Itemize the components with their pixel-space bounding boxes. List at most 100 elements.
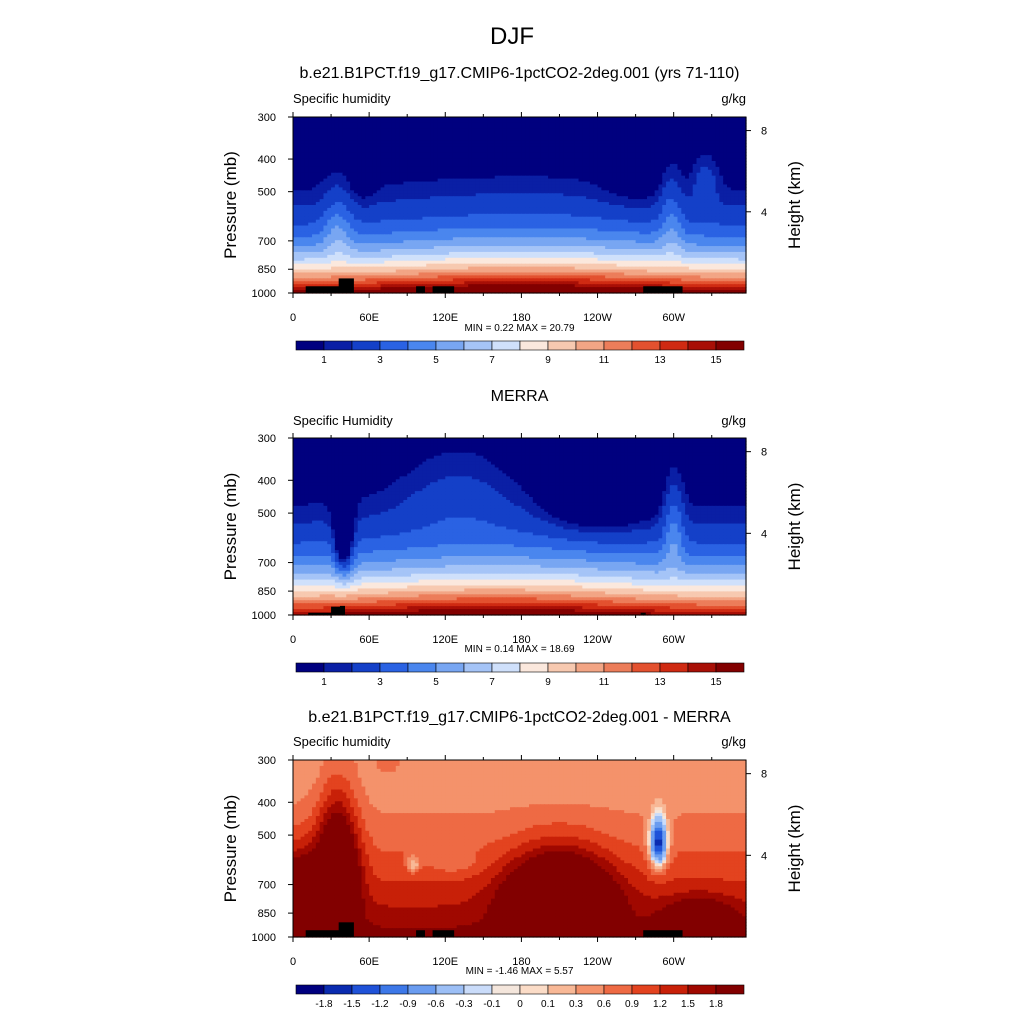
heatmap-cell — [498, 222, 503, 227]
heatmap-cell — [498, 140, 503, 144]
heatmap-cell — [479, 152, 484, 156]
heatmap-cell — [300, 149, 306, 153]
heatmap-cell — [407, 225, 412, 230]
heatmap-cell — [559, 213, 564, 218]
heatmap-cell — [536, 146, 542, 150]
heatmap-cell — [719, 216, 724, 221]
heatmap-cell — [643, 146, 648, 150]
heatmap-cell — [346, 213, 351, 218]
heatmap-cell — [612, 155, 618, 159]
heatmap-cell — [517, 140, 523, 144]
heatmap-cell — [411, 122, 416, 127]
heatmap-cell — [509, 117, 515, 121]
heatmap-cell — [525, 187, 530, 191]
heatmap-cell — [407, 222, 412, 227]
heatmap-cell — [711, 175, 717, 180]
heatmap-cell — [502, 219, 507, 224]
heatmap-cell — [586, 122, 591, 127]
heatmap-cell — [726, 199, 732, 203]
heatmap-cell — [498, 161, 503, 165]
heatmap-cell — [666, 119, 671, 124]
heatmap-cell — [513, 149, 519, 153]
heatmap-cell — [654, 158, 660, 162]
heatmap-cell — [338, 149, 344, 153]
heatmap-cell — [666, 155, 671, 159]
heatmap-cell — [369, 202, 374, 206]
heatmap-cell — [726, 216, 732, 221]
heatmap-cell — [593, 128, 599, 133]
heatmap-cell — [711, 163, 717, 168]
heatmap-cell — [658, 205, 663, 209]
heatmap-cell — [342, 184, 347, 188]
heatmap-cell — [449, 140, 454, 144]
heatmap-cell — [312, 161, 317, 165]
heatmap-cell — [357, 225, 363, 230]
heatmap-cell — [315, 228, 321, 232]
heatmap-cell — [422, 205, 427, 209]
heatmap-cell — [483, 155, 488, 159]
heatmap-cell — [372, 225, 378, 230]
heatmap-cell — [407, 161, 412, 165]
heatmap-cell — [509, 122, 515, 127]
heatmap-cell — [365, 205, 370, 209]
heatmap-cell — [498, 117, 503, 121]
heatmap-cell — [608, 155, 614, 159]
heatmap-cell — [551, 213, 557, 218]
heatmap-cell — [369, 149, 374, 153]
heatmap-cell — [612, 131, 618, 136]
heatmap-cell — [380, 231, 385, 235]
heatmap-cell — [315, 222, 321, 227]
heatmap-cell — [433, 184, 439, 188]
heatmap-cell — [738, 196, 743, 200]
heatmap-cell — [551, 155, 557, 159]
heatmap-cell — [730, 155, 736, 159]
heatmap-cell — [331, 140, 336, 144]
heatmap-cell — [582, 187, 587, 191]
heatmap-cell — [692, 175, 698, 180]
heatmap-cell — [620, 219, 625, 224]
heatmap-cell — [719, 149, 724, 153]
heatmap-cell — [350, 163, 355, 168]
heatmap-cell — [369, 169, 374, 174]
heatmap-cell — [639, 205, 644, 209]
heatmap-cell — [582, 163, 587, 168]
heatmap-cell — [662, 190, 667, 194]
heatmap-cell — [403, 128, 408, 133]
heatmap-cell — [353, 125, 359, 130]
heatmap-cell — [578, 216, 583, 221]
heatmap-cell — [376, 181, 382, 186]
heatmap-cell — [331, 155, 336, 159]
heatmap-cell — [517, 149, 523, 153]
heatmap-cell — [673, 149, 679, 153]
heatmap-cell — [475, 216, 481, 221]
heatmap-cell — [471, 125, 477, 130]
heatmap-cell — [304, 163, 309, 168]
heatmap-cell — [715, 187, 720, 191]
heatmap-cell — [738, 149, 743, 153]
heatmap-cell — [525, 184, 530, 188]
heatmap-cell — [312, 193, 317, 197]
heatmap-cell — [726, 166, 732, 171]
heatmap-cell — [536, 213, 542, 218]
heatmap-cell — [445, 196, 450, 200]
heatmap-cell — [391, 134, 397, 139]
heatmap-cell — [513, 184, 519, 188]
heatmap-cell — [304, 219, 309, 224]
heatmap-cell — [388, 172, 393, 177]
heatmap-cell — [536, 158, 542, 162]
heatmap-cell — [414, 207, 420, 212]
heatmap-cell — [372, 216, 378, 221]
heatmap-cell — [418, 131, 424, 136]
heatmap-cell — [624, 119, 629, 124]
heatmap-cell — [384, 231, 389, 235]
heatmap-cell — [597, 181, 602, 186]
heatmap-cell — [559, 205, 564, 209]
heatmap-cell — [334, 175, 340, 180]
heatmap-cell — [536, 155, 542, 159]
heatmap-cell — [460, 205, 465, 209]
heatmap-cell — [654, 128, 660, 133]
heatmap-cell — [673, 199, 679, 203]
heatmap-cell — [353, 216, 359, 221]
heatmap-cell — [696, 172, 701, 177]
heatmap-cell — [300, 152, 306, 156]
